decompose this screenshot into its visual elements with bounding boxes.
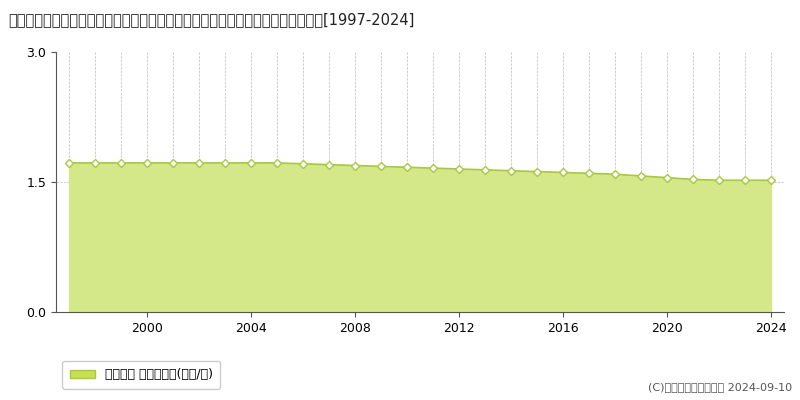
Text: (C)土地価格ドットコム 2024-09-10: (C)土地価格ドットコム 2024-09-10 [648,382,792,392]
Legend: 地価公示 平均坊単価(万円/坊): 地価公示 平均坊単価(万円/坊) [62,361,220,389]
Text: 宮崎県西諸県郡高原町大字西麓字原ノ出口２１０７番１外　地価公示　地価推移[1997-2024]: 宮崎県西諸県郡高原町大字西麓字原ノ出口２１０７番１外 地価公示 地価推移[199… [8,12,414,27]
